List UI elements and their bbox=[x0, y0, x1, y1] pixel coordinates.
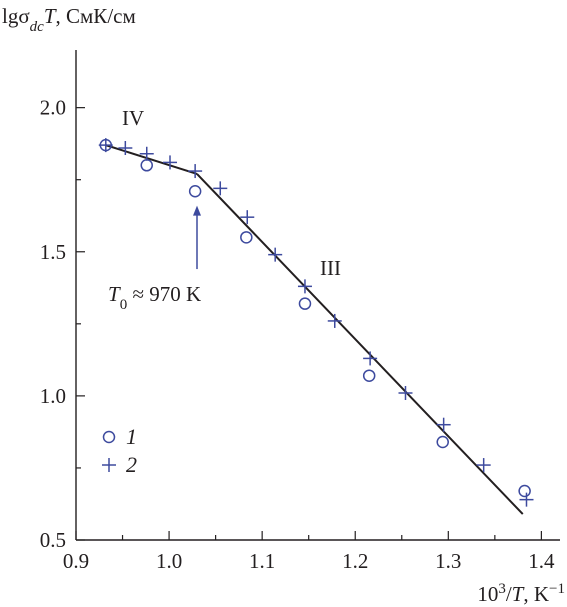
data-point-plus bbox=[297, 279, 312, 294]
data-point-circle bbox=[518, 484, 531, 498]
data-point-plus bbox=[363, 351, 378, 366]
data-point-plus bbox=[327, 313, 342, 328]
series-1-markers bbox=[99, 138, 531, 498]
x-tick-label: 1.2 bbox=[342, 549, 368, 573]
data-point-plus bbox=[163, 155, 178, 170]
x-tick-label: 1.0 bbox=[156, 549, 182, 573]
region-iv-label: IV bbox=[122, 106, 144, 130]
y-tick-label: 0.5 bbox=[40, 528, 66, 552]
data-point-circle bbox=[140, 159, 153, 172]
data-point-plus bbox=[519, 492, 534, 507]
data-point-circle bbox=[298, 297, 312, 310]
data-point-circle bbox=[240, 231, 253, 244]
data-point-circle bbox=[362, 369, 376, 382]
data-point-plus bbox=[98, 138, 113, 153]
y-axis-title-sub: dc bbox=[30, 19, 45, 35]
x-axis-title-unit: , K bbox=[523, 582, 549, 606]
legend-circle-marker bbox=[102, 430, 116, 444]
data-point-plus bbox=[188, 164, 203, 179]
data-point-circle bbox=[188, 184, 202, 198]
t0-label-rest: ≈ 970 K bbox=[127, 282, 201, 306]
series-2-markers bbox=[98, 138, 534, 507]
x-ticks: 0.9 1.0 1.1 1.2 1.3 1.4 bbox=[63, 531, 555, 573]
t0-label-sub: 0 bbox=[120, 297, 128, 313]
x-axis-title: 103/T, K−1 bbox=[477, 581, 565, 606]
fit-lines bbox=[105, 144, 524, 515]
y-axis-title: lgσdcT, СмК/см bbox=[2, 4, 136, 35]
legend-label-2: 2 bbox=[126, 452, 137, 477]
fit-line-segment bbox=[196, 173, 524, 515]
x-axis-title-unit-sup: −1 bbox=[549, 581, 565, 597]
data-point-plus bbox=[139, 146, 154, 161]
x-tick-label: 0.9 bbox=[63, 549, 89, 573]
data-point-plus bbox=[118, 141, 133, 155]
fit-line-segment bbox=[105, 144, 198, 175]
x-tick-label: 1.1 bbox=[249, 549, 275, 573]
x-axis-title-var: T bbox=[512, 582, 525, 606]
data-point-plus bbox=[398, 386, 413, 400]
data-point-plus bbox=[213, 181, 228, 196]
x-axis-title-pre: 10 bbox=[477, 582, 498, 606]
y-tick-label: 1.5 bbox=[40, 240, 66, 264]
t0-label: T0 ≈ 970 K bbox=[108, 282, 201, 313]
x-axis-title-sup: 3 bbox=[498, 581, 506, 597]
t0-label-var: T bbox=[108, 282, 121, 306]
y-axis-title-unit: , СмК/см bbox=[56, 4, 136, 28]
x-axis-title-slash: / bbox=[506, 582, 512, 606]
data-point-plus bbox=[436, 417, 451, 432]
data-point-circle bbox=[436, 435, 449, 449]
x-tick-label: 1.3 bbox=[435, 549, 461, 573]
data-point-plus bbox=[240, 210, 255, 225]
region-iii-label: III bbox=[320, 256, 341, 280]
y-tick-label: 1.0 bbox=[40, 384, 66, 408]
y-axis-title-base: lgσ bbox=[2, 4, 30, 28]
t0-arrow-head bbox=[193, 205, 201, 216]
x-tick-label: 1.4 bbox=[528, 549, 555, 573]
data-point-plus bbox=[268, 247, 283, 262]
legend-label-1: 1 bbox=[126, 424, 137, 449]
y-tick-label: 2.0 bbox=[40, 96, 66, 120]
legend: 1 2 bbox=[102, 424, 137, 477]
y-ticks: 0.5 1.0 1.5 2.0 bbox=[40, 96, 85, 552]
data-point-plus bbox=[476, 458, 491, 473]
y-axis-title-var: T bbox=[44, 4, 57, 28]
